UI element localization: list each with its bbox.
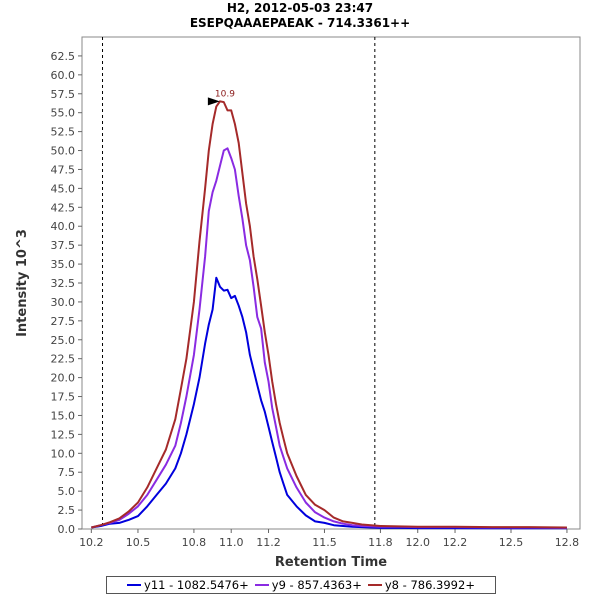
- y-tick-label: 42.5: [51, 201, 76, 214]
- series-lines: [91, 100, 567, 530]
- y-tick-label: 17.5: [51, 391, 76, 404]
- y-tick-label: 62.5: [51, 50, 76, 63]
- x-axis-label: Retention Time: [275, 555, 387, 570]
- integration-bounds: [102, 37, 376, 529]
- x-tick-label: 11.8: [368, 536, 393, 549]
- plot-area: [81, 36, 581, 530]
- legend-item-y8: y8 - 786.3992+: [367, 578, 475, 592]
- y-axis-ticks: 0.0 2.5 5.0 7.5 10.0 12.5 15.0 17.5 20.0 22.5 25.0…: [51, 50, 82, 536]
- legend-label-y11: y11 - 1082.5476+: [144, 578, 249, 592]
- chart-title: H2, 2012-05-03 23:47: [226, 1, 374, 15]
- y-tick-label: 37.5: [51, 239, 76, 252]
- x-tick-label: 11.5: [312, 536, 337, 549]
- y-tick-label: 10.0: [51, 447, 76, 460]
- y-tick-label: 15.0: [51, 409, 76, 422]
- x-tick-label: 12.0: [405, 536, 430, 549]
- x-tick-label: 10.8: [182, 536, 207, 549]
- x-tick-label: 12.8: [555, 536, 580, 549]
- legend: y11 - 1082.5476+ y9 - 857.4363+ y8 - 786…: [106, 576, 496, 594]
- y-tick-label: 25.0: [51, 334, 76, 347]
- series-line-y8: [91, 100, 567, 529]
- x-tick-label: 12.2: [443, 536, 468, 549]
- y-tick-label: 52.5: [51, 126, 76, 139]
- peak-label: 10.9: [215, 89, 235, 99]
- legend-swatch-y11: [127, 584, 142, 586]
- y-axis-label: Intensity 10^3: [15, 229, 30, 337]
- y-tick-label: 27.5: [51, 315, 76, 328]
- y-tick-label: 57.5: [51, 88, 76, 101]
- legend-swatch-y9: [254, 584, 269, 586]
- x-tick-label: 12.5: [499, 536, 524, 549]
- x-tick-label: 11.0: [219, 536, 244, 549]
- y-tick-label: 32.5: [51, 277, 76, 290]
- y-tick-label: 45.0: [51, 182, 76, 195]
- peak-marker-icon: [207, 97, 220, 106]
- y-tick-label: 2.5: [58, 504, 76, 517]
- x-axis-ticks: 10.2 10.5 10.8 11.0 11.2 11.5 11.8 12.0 12.2 12.5…: [79, 529, 579, 549]
- y-tick-label: 5.0: [58, 485, 76, 498]
- series-line-y11: [91, 276, 567, 530]
- y-tick-label: 20.0: [51, 372, 76, 385]
- legend-label-y8: y8 - 786.3992+: [384, 578, 475, 592]
- y-tick-label: 30.0: [51, 296, 76, 309]
- legend-item-y9: y9 - 857.4363+: [254, 578, 362, 592]
- series-line-y9: [91, 147, 567, 529]
- legend-item-y11: y11 - 1082.5476+: [127, 578, 249, 592]
- y-tick-label: 40.0: [51, 220, 76, 233]
- y-tick-label: 55.0: [51, 107, 76, 120]
- y-tick-label: 7.5: [58, 466, 76, 479]
- x-tick-label: 11.2: [256, 536, 281, 549]
- chart-subtitle: ESEPQAAAEPAEAK - 714.3361++: [189, 16, 411, 30]
- y-tick-label: 50.0: [51, 145, 76, 158]
- peak-annotation-group: 10.9: [207, 89, 235, 106]
- y-tick-label: 60.0: [51, 69, 76, 82]
- legend-label-y9: y9 - 857.4363+: [271, 578, 362, 592]
- y-tick-label: 35.0: [51, 258, 76, 271]
- y-tick-label: 47.5: [51, 163, 76, 176]
- y-tick-label: 0.0: [58, 523, 76, 536]
- y-tick-label: 12.5: [51, 428, 76, 441]
- x-tick-label: 10.5: [126, 536, 151, 549]
- legend-swatch-y8: [367, 584, 382, 586]
- x-tick-label: 10.2: [79, 536, 104, 549]
- y-tick-label: 22.5: [51, 353, 76, 366]
